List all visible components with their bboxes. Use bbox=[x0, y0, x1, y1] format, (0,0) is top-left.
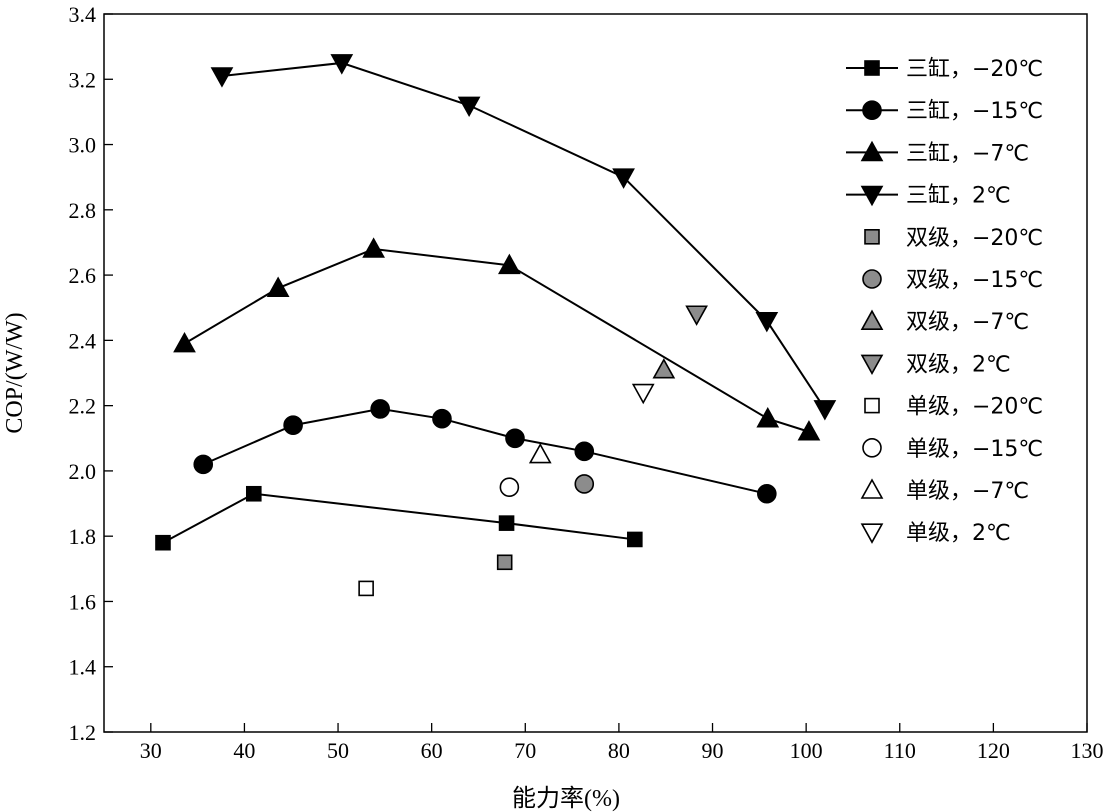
legend-marker bbox=[860, 309, 884, 331]
y-tick-label: 2.6 bbox=[69, 263, 97, 288]
data-point bbox=[631, 383, 655, 405]
x-tick-label: 100 bbox=[790, 738, 823, 763]
legend-label: 三缸，2℃ bbox=[906, 184, 1011, 209]
y-tick-label: 1.4 bbox=[69, 655, 97, 680]
legend-marker bbox=[862, 437, 882, 458]
plot-frame bbox=[103, 13, 1088, 733]
x-tick-label: 110 bbox=[884, 738, 916, 763]
x-tick-label: 60 bbox=[421, 738, 443, 763]
y-tick-label: 1.6 bbox=[69, 589, 97, 614]
legend-label: 单级，−7℃ bbox=[906, 479, 1029, 504]
legend-label: 双级，−20℃ bbox=[906, 226, 1043, 251]
legend-label: 单级，−15℃ bbox=[906, 437, 1043, 462]
x-tick-label: 130 bbox=[1071, 738, 1104, 763]
legend-label: 三缸，−7℃ bbox=[906, 141, 1029, 166]
data-point bbox=[457, 96, 481, 118]
legend-marker bbox=[860, 185, 884, 207]
legend-marker bbox=[864, 229, 880, 245]
x-axis-title: 能力率(%) bbox=[512, 785, 620, 812]
data-point bbox=[757, 483, 777, 504]
x-tick-label: 80 bbox=[608, 738, 630, 763]
series-line-1 bbox=[162, 492, 635, 544]
data-point bbox=[574, 474, 595, 494]
data-markers bbox=[155, 54, 837, 597]
data-point bbox=[245, 485, 262, 502]
legend-marker bbox=[862, 100, 882, 120]
y-axis-title: COP/(W/W) bbox=[2, 312, 28, 433]
data-point bbox=[498, 253, 521, 275]
data-point bbox=[505, 428, 525, 449]
data-point bbox=[283, 415, 303, 436]
series-line-3 bbox=[184, 247, 810, 433]
x-tick-label: 30 bbox=[140, 738, 162, 763]
legend-label: 三缸，−15℃ bbox=[906, 99, 1043, 124]
data-point bbox=[627, 531, 643, 548]
data-point bbox=[358, 580, 374, 597]
y-tick-label: 2.4 bbox=[69, 328, 97, 353]
x-tick-label: 120 bbox=[977, 738, 1010, 763]
series-lines bbox=[162, 61, 826, 544]
legend-marker bbox=[862, 269, 882, 289]
data-point bbox=[362, 237, 385, 258]
legend: 三缸，−20℃ 三缸，−15℃ 三缸，−7℃ 三缸，2℃ 双级，−20℃ 双级，−15℃ 双… bbox=[846, 57, 1043, 546]
data-point bbox=[496, 554, 513, 571]
data-point bbox=[652, 358, 676, 379]
legend-marker bbox=[860, 140, 884, 162]
legend-label: 双级，2℃ bbox=[906, 352, 1011, 377]
data-point bbox=[499, 477, 520, 498]
data-point bbox=[155, 534, 171, 551]
legend-marker bbox=[860, 478, 884, 499]
data-point bbox=[173, 331, 196, 353]
y-tick-label: 3.2 bbox=[69, 67, 97, 92]
data-point bbox=[813, 400, 837, 421]
data-point bbox=[756, 407, 780, 428]
data-point bbox=[266, 276, 290, 297]
axis-ticks: 30 40 50 60 70 80 90 100 110 120 130 1.2 1.4 1.6 1.8 2.… bbox=[69, 2, 1104, 763]
legend-label: 单级，2℃ bbox=[906, 521, 1011, 546]
data-point bbox=[612, 168, 635, 189]
y-tick-label: 3.4 bbox=[69, 2, 97, 27]
x-tick-label: 70 bbox=[514, 738, 536, 763]
data-point bbox=[797, 420, 821, 441]
legend-marker bbox=[860, 354, 884, 376]
data-point bbox=[193, 454, 214, 475]
data-point bbox=[370, 399, 390, 419]
legend-marker bbox=[864, 60, 880, 76]
data-point bbox=[528, 442, 552, 464]
legend-marker bbox=[864, 397, 880, 414]
x-tick-label: 40 bbox=[233, 738, 255, 763]
legend-label: 双级，−15℃ bbox=[906, 268, 1043, 293]
legend-label: 三缸，−20℃ bbox=[906, 57, 1043, 82]
data-point bbox=[685, 305, 708, 326]
data-point bbox=[330, 54, 354, 75]
y-tick-label: 2.2 bbox=[69, 394, 97, 419]
y-tick-label: 3.0 bbox=[69, 133, 97, 158]
y-tick-label: 1.8 bbox=[69, 524, 97, 549]
data-point bbox=[755, 311, 779, 333]
data-point bbox=[432, 408, 452, 429]
legend-label: 双级，−7℃ bbox=[906, 310, 1029, 335]
x-tick-label: 90 bbox=[702, 738, 724, 763]
y-tick-label: 2.0 bbox=[69, 459, 97, 484]
y-tick-label: 1.2 bbox=[69, 720, 97, 745]
legend-label: 单级，−20℃ bbox=[906, 395, 1043, 420]
x-tick-label: 50 bbox=[327, 738, 349, 763]
legend-marker bbox=[860, 523, 884, 544]
data-point bbox=[498, 515, 515, 531]
data-point bbox=[210, 67, 234, 88]
series-line-4 bbox=[221, 61, 826, 410]
y-tick-label: 2.8 bbox=[69, 198, 97, 223]
data-point bbox=[574, 441, 595, 462]
